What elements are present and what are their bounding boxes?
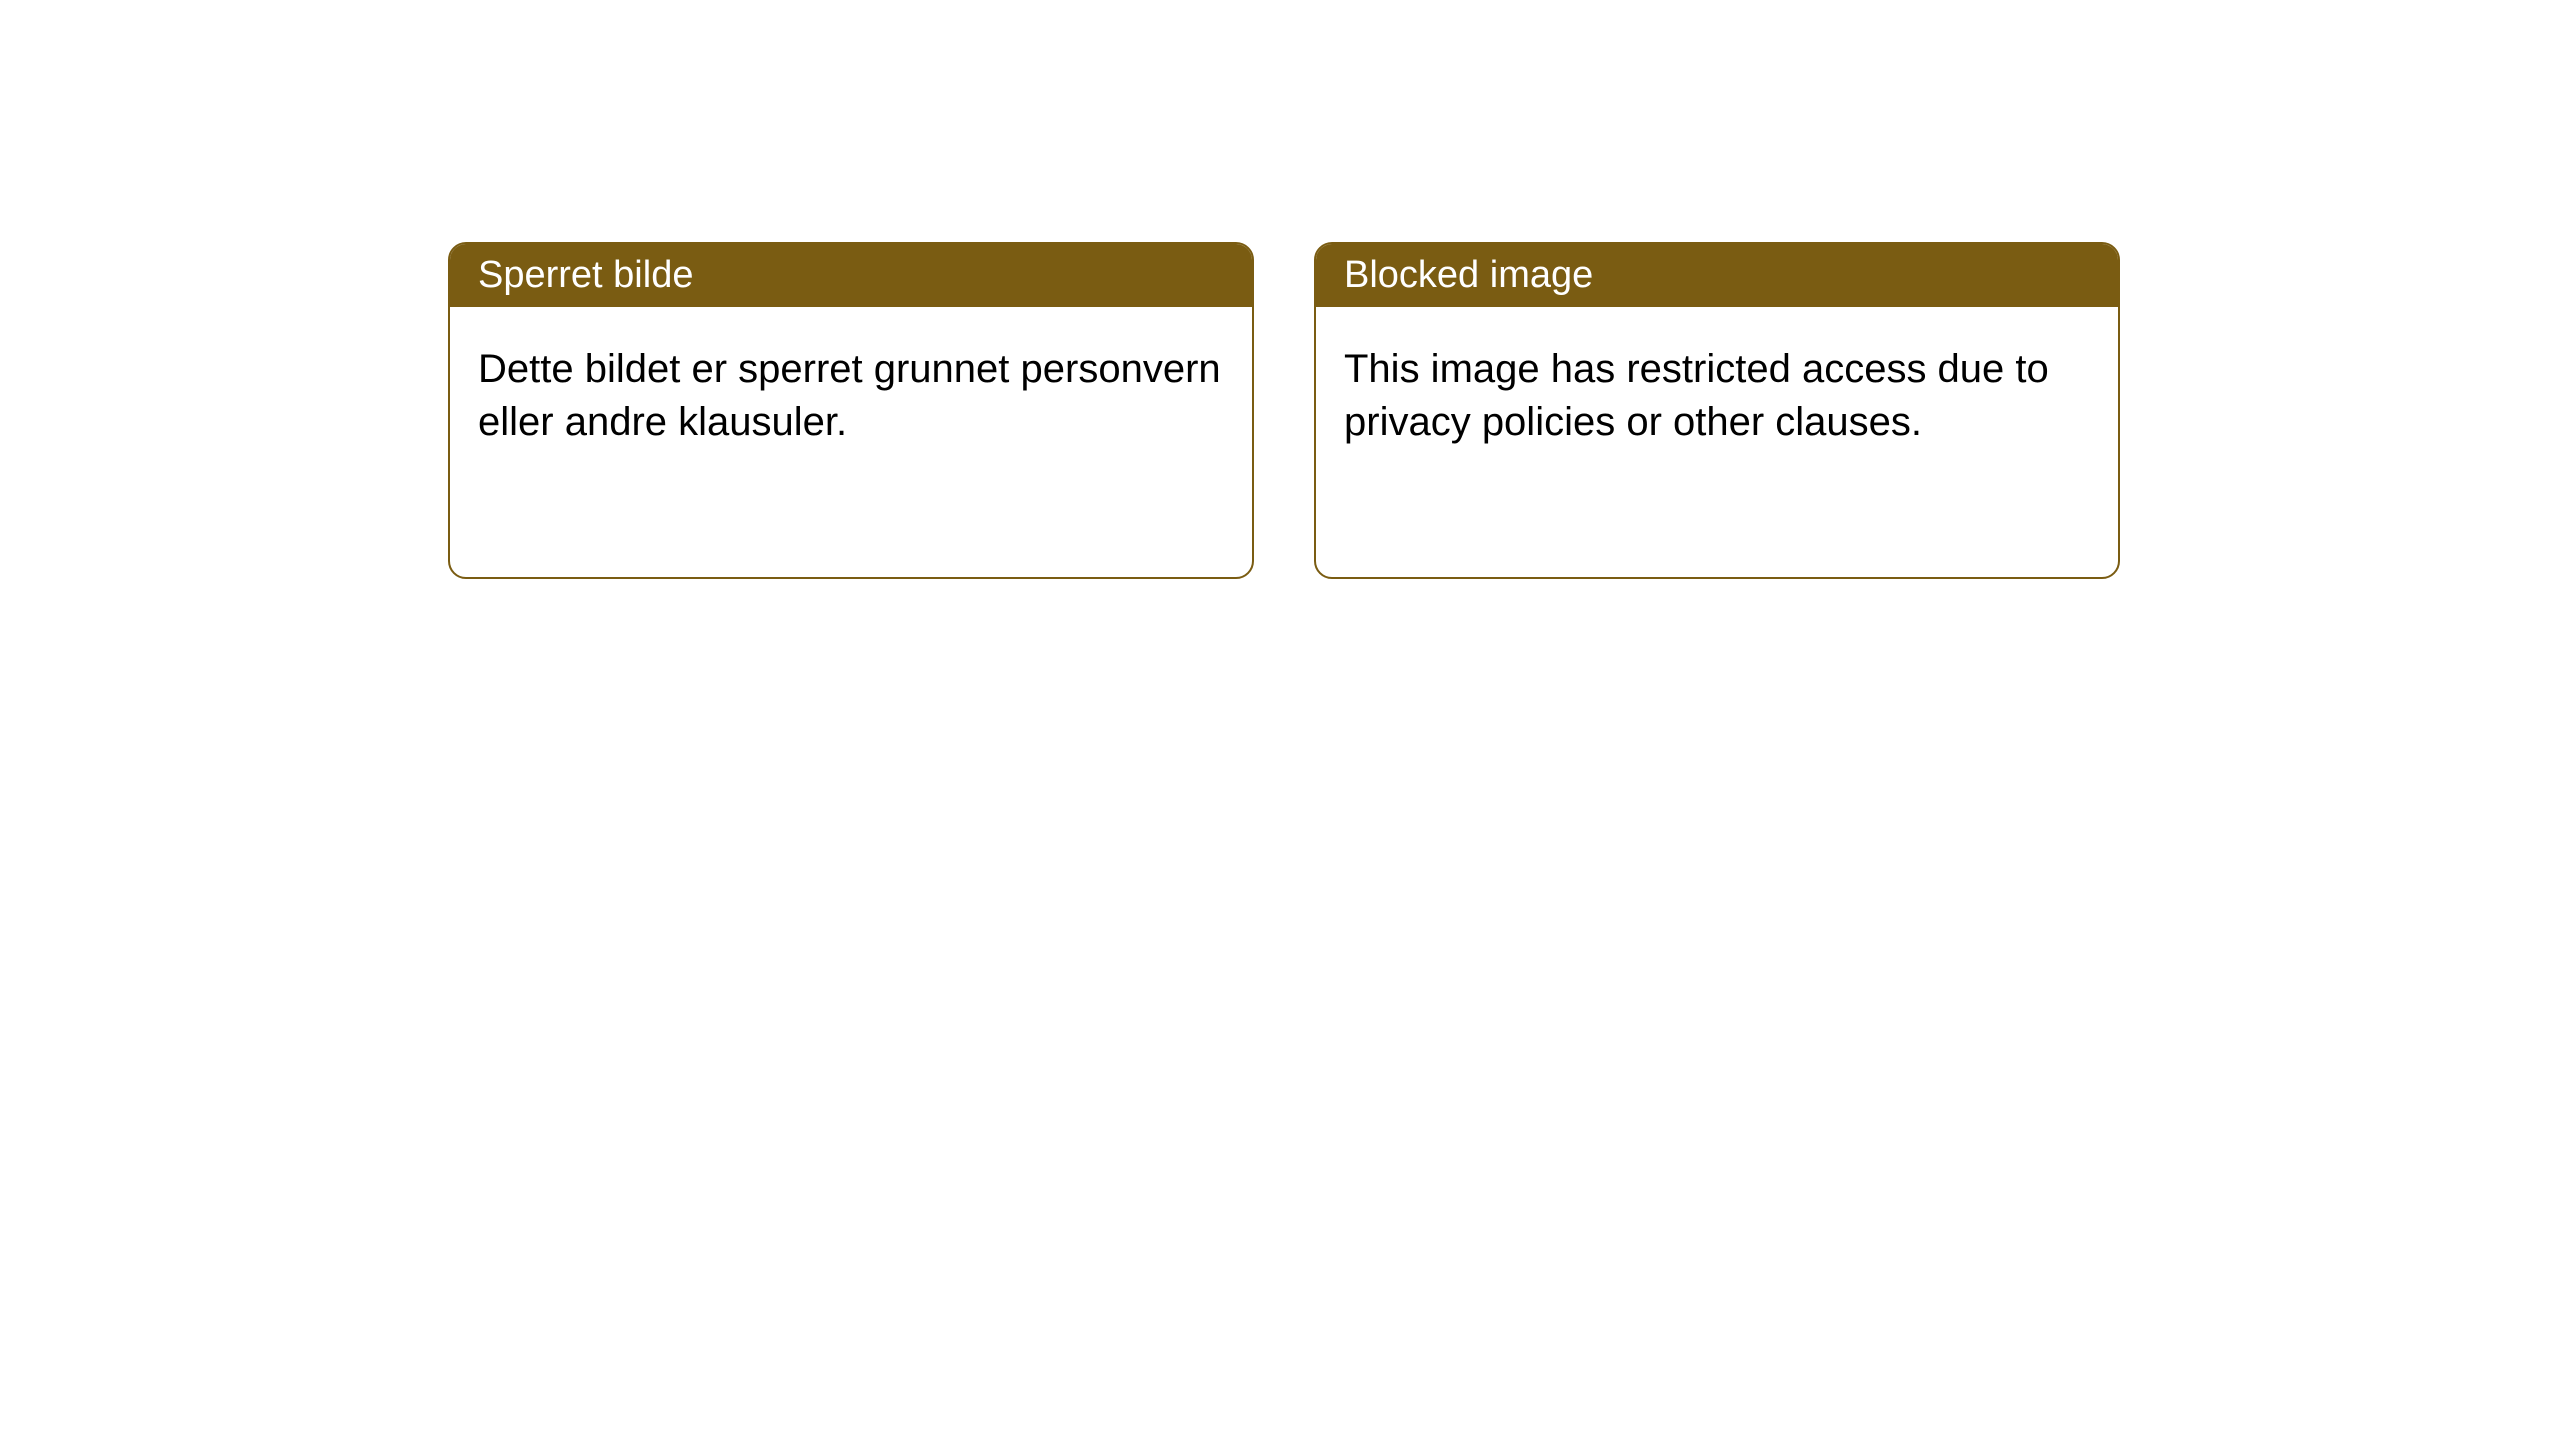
card-header: Sperret bilde xyxy=(450,244,1252,307)
blocked-image-card-english: Blocked image This image has restricted … xyxy=(1314,242,2120,579)
card-header: Blocked image xyxy=(1316,244,2118,307)
card-body-text: Dette bildet er sperret grunnet personve… xyxy=(478,347,1221,444)
blocked-image-card-norwegian: Sperret bilde Dette bildet er sperret gr… xyxy=(448,242,1254,579)
card-header-text: Blocked image xyxy=(1344,254,1593,296)
card-body-text: This image has restricted access due to … xyxy=(1344,347,2049,444)
card-body: Dette bildet er sperret grunnet personve… xyxy=(450,307,1252,577)
card-body: This image has restricted access due to … xyxy=(1316,307,2118,577)
notice-container: Sperret bilde Dette bildet er sperret gr… xyxy=(0,0,2560,579)
card-header-text: Sperret bilde xyxy=(478,254,693,296)
